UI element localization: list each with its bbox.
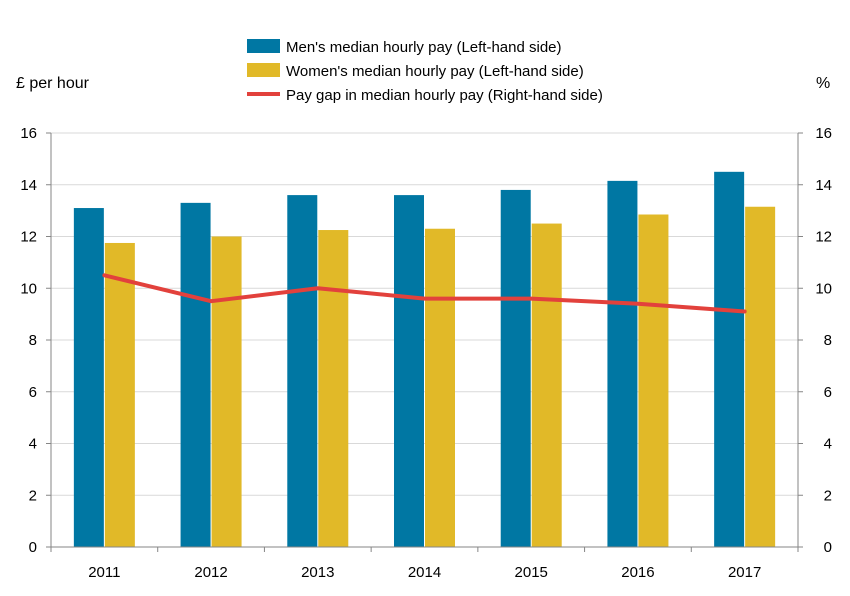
- y-axis-left-title: £ per hour: [16, 75, 90, 92]
- y-left-tick-label: 8: [29, 332, 37, 349]
- tick-labels: 0 2 4 6 8 10 12 14 16 0 2 4 6 8 10 12 14 16 2011 2012 2013 20…: [20, 125, 832, 581]
- legend-swatch-men: [247, 39, 280, 53]
- y-right-tick-label: 10: [815, 280, 832, 297]
- bar-women-2017: [745, 206, 776, 547]
- legend-label-men: Men's median hourly pay (Left-hand side): [286, 39, 562, 56]
- bar-men-2013: [287, 195, 318, 547]
- legend-label-pay-gap: Pay gap in median hourly pay (Right-hand…: [286, 87, 603, 104]
- y-right-tick-label: 6: [824, 384, 832, 401]
- y-left-tick-label: 2: [29, 487, 37, 504]
- y-left-tick-label: 12: [20, 229, 37, 246]
- y-right-tick-label: 16: [815, 125, 832, 142]
- bar-men-2017: [714, 171, 745, 547]
- bar-men-2011: [73, 208, 104, 547]
- gridlines: [51, 132, 798, 496]
- y-right-tick-label: 2: [824, 487, 832, 504]
- x-tick-label: 2016: [621, 564, 654, 581]
- x-tick-label: 2012: [194, 564, 227, 581]
- x-tick-label: 2014: [408, 564, 441, 581]
- y-axis-right-title: %: [816, 75, 830, 92]
- y-right-tick-label: 12: [815, 229, 832, 246]
- y-right-tick-label: 0: [824, 539, 832, 556]
- bar-men-2014: [394, 195, 424, 547]
- y-right-tick-label: 4: [824, 436, 832, 453]
- bar-men-2012: [180, 202, 211, 548]
- pay-gap-line: [102, 273, 747, 314]
- bar-women-2016: [638, 214, 669, 547]
- bar-women-2014: [425, 228, 455, 548]
- bar-men-2015: [500, 189, 531, 548]
- bar-women-2012: [211, 236, 242, 547]
- y-left-tick-label: 0: [29, 539, 37, 556]
- legend-swatch-women: [247, 63, 280, 77]
- x-tick-label: 2013: [301, 564, 334, 581]
- x-tick-label: 2015: [515, 564, 548, 581]
- bar-women-2013: [318, 230, 349, 547]
- legend-label-women: Women's median hourly pay (Left-hand sid…: [286, 63, 584, 80]
- bars: [73, 171, 776, 548]
- y-left-tick-label: 10: [20, 280, 37, 297]
- bar-men-2016: [607, 180, 638, 547]
- bar-women-2011: [104, 242, 135, 547]
- y-right-tick-label: 8: [824, 332, 832, 349]
- y-left-tick-label: 14: [20, 177, 37, 194]
- bar-women-2015: [531, 223, 562, 547]
- x-tick-label: 2011: [88, 564, 120, 581]
- y-right-tick-label: 14: [815, 177, 832, 194]
- y-left-tick-label: 16: [20, 125, 37, 142]
- y-left-tick-label: 4: [29, 436, 37, 453]
- pay-gap-line-layer: [102, 273, 747, 314]
- y-left-tick-label: 6: [29, 384, 37, 401]
- x-tick-label: 2017: [728, 564, 761, 581]
- legend: Men's median hourly pay (Left-hand side)…: [247, 39, 603, 104]
- axes: [46, 132, 803, 552]
